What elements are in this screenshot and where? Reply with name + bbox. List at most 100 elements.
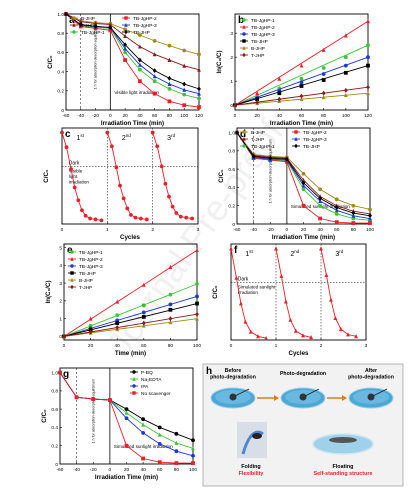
data-point: [137, 79, 142, 84]
data-point: [321, 72, 326, 76]
y-tick-label: 0.4: [51, 425, 58, 431]
series-group: [64, 11, 201, 110]
series-line: [59, 372, 194, 441]
data-point: [191, 461, 195, 465]
series-group: [60, 130, 195, 223]
x-tick-label: 40: [137, 113, 143, 119]
data-point: [72, 16, 76, 20]
folding-glove: [241, 430, 264, 455]
data-point: [168, 319, 173, 325]
x-tick-label: 80: [167, 113, 173, 119]
x-tick-label: 1: [106, 227, 109, 233]
data-point: [182, 103, 187, 108]
y-tick-label: 3: [230, 31, 233, 37]
y-tick-label: 0.2: [51, 444, 58, 450]
data-point: [58, 370, 62, 375]
data-point: [168, 302, 173, 307]
series-line: [65, 13, 200, 55]
x-tick-label: 1: [275, 343, 278, 349]
data-point: [294, 136, 298, 141]
data-point: [168, 316, 173, 322]
y-tick-label: 0.6: [57, 50, 64, 56]
legend-label: TB-JHP: [79, 271, 96, 277]
data-point: [107, 398, 112, 402]
x-tick-label: 20: [122, 113, 128, 119]
data-point: [123, 50, 128, 55]
x-tick-label: 3: [365, 343, 368, 349]
data-point: [334, 197, 339, 202]
cycle-label: 2nd: [290, 249, 299, 258]
data-point: [279, 273, 284, 278]
data-point: [301, 180, 306, 186]
data-point: [93, 21, 98, 26]
y-tick-label: 1.0: [51, 370, 58, 376]
data-point: [141, 310, 146, 315]
x-tick-label: -60: [63, 113, 70, 119]
data-point: [195, 294, 199, 299]
y-tick-label: 0: [230, 103, 233, 109]
data-point: [354, 334, 358, 339]
data-point: [141, 314, 146, 319]
y-tick-label: 0.8: [57, 31, 64, 37]
photo-caption: Photo-degradation: [280, 371, 326, 377]
data-point: [197, 96, 201, 101]
y-axis-label: C/C₀: [43, 169, 50, 183]
data-point: [343, 33, 348, 38]
data-point: [132, 370, 136, 374]
data-point: [76, 198, 81, 203]
data-point: [70, 284, 74, 290]
data-point: [293, 328, 298, 333]
y-axis-label: C/C₀: [47, 55, 54, 69]
x-tick-label: -40: [77, 113, 84, 119]
x-tick-label: 2: [320, 343, 323, 349]
data-point: [277, 96, 282, 102]
y-tick-label: 0.2: [228, 204, 235, 210]
data-point: [141, 431, 146, 435]
x-tick-label: 100: [193, 343, 201, 349]
irradiation-annotation: Visible light irradiation: [114, 90, 159, 95]
x-tick-label: 2: [151, 227, 154, 233]
data-point: [301, 333, 305, 338]
data-point: [141, 303, 146, 308]
hydrogel-sample: [299, 393, 307, 401]
legend-label: T-JHP: [251, 53, 264, 59]
data-point: [174, 440, 179, 445]
cycle-label-sup: nd: [126, 133, 132, 138]
legend-label: TB-JgHP-3: [133, 23, 157, 29]
data-point: [70, 256, 74, 261]
data-point: [182, 63, 187, 68]
y-tick-label: 1: [230, 79, 233, 85]
x-tick-label: -60: [57, 467, 64, 473]
x-tick-label: 120: [364, 113, 372, 119]
floating-hydrogel: [329, 437, 357, 443]
data-point: [144, 217, 149, 222]
panel-letter: a: [69, 15, 75, 26]
series-line: [63, 303, 198, 337]
data-point: [318, 216, 323, 221]
data-point: [197, 67, 201, 72]
series-line: [65, 13, 200, 99]
data-point: [233, 102, 237, 108]
data-point: [366, 63, 370, 68]
equilibrium-annotation: 1 h for absorption-desorption equilibriu…: [268, 139, 272, 203]
x-tick-label: -40: [73, 467, 80, 473]
series-group: [233, 18, 370, 108]
data-point: [124, 416, 129, 421]
data-point: [182, 81, 187, 87]
data-point: [124, 443, 129, 448]
x-axis-label: Irradiation Time (min): [270, 120, 333, 127]
data-point: [141, 417, 146, 422]
data-point: [242, 136, 246, 141]
data-point: [197, 86, 201, 92]
panel-letter: g: [63, 369, 69, 380]
data-point: [324, 272, 329, 277]
data-point: [93, 24, 98, 29]
data-point: [80, 208, 84, 213]
data-point: [168, 292, 173, 297]
data-point: [137, 33, 142, 38]
data-point: [321, 66, 326, 70]
x-axis-label: Irradiation Time (min): [95, 474, 158, 481]
x-tick-label: 80: [321, 113, 327, 119]
